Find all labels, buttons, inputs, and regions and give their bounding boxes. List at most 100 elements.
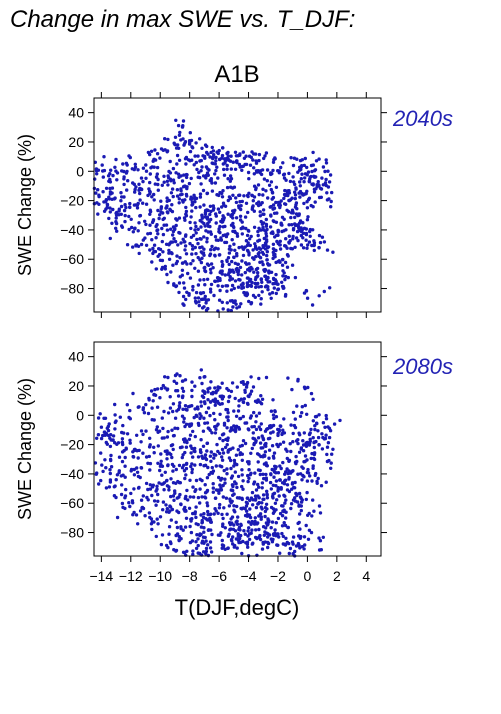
scatter-point bbox=[160, 416, 164, 420]
scatter-point bbox=[188, 433, 193, 437]
scatter-point bbox=[244, 293, 249, 298]
scatter-point bbox=[276, 471, 281, 475]
scatter-point bbox=[247, 532, 252, 536]
scatter-point bbox=[301, 246, 306, 250]
scatter-point bbox=[159, 542, 164, 547]
scatter-point bbox=[262, 533, 266, 537]
scatter-point bbox=[282, 493, 286, 497]
scatter-point bbox=[231, 221, 235, 226]
scatter-point bbox=[198, 462, 203, 467]
scatter-point bbox=[220, 264, 225, 268]
scatter-point bbox=[251, 498, 255, 502]
scatter-point bbox=[218, 276, 222, 281]
scatter-point bbox=[300, 164, 304, 168]
scatter-point bbox=[321, 165, 326, 169]
scatter-point bbox=[265, 227, 269, 232]
scatter-point bbox=[257, 152, 262, 157]
scatter-point bbox=[246, 473, 250, 478]
scatter-point bbox=[154, 534, 158, 539]
scatter-point bbox=[218, 436, 222, 441]
x-tick-label: −14 bbox=[89, 568, 113, 584]
scatter-point bbox=[122, 195, 126, 199]
scatter-point bbox=[290, 487, 294, 491]
scatter-point bbox=[262, 476, 266, 481]
scatter-point bbox=[254, 285, 258, 289]
scatter-point bbox=[225, 443, 229, 447]
scatter-point bbox=[152, 445, 156, 449]
scatter-point bbox=[225, 301, 229, 305]
scatter-point bbox=[322, 437, 327, 441]
scatter-point bbox=[225, 472, 229, 476]
scatter-point bbox=[200, 220, 204, 224]
scatter-point bbox=[153, 182, 157, 186]
scatter-point bbox=[209, 459, 213, 463]
scatter-point bbox=[191, 284, 195, 289]
scatter-point bbox=[284, 244, 288, 248]
scatter-point bbox=[150, 493, 154, 498]
scatter-point bbox=[338, 418, 342, 423]
scatter-point bbox=[233, 510, 237, 514]
scatter-point bbox=[195, 414, 199, 418]
scatter-point bbox=[196, 154, 200, 158]
scatter-point bbox=[223, 240, 227, 245]
scatter-point bbox=[176, 172, 181, 176]
scatter-point bbox=[264, 234, 269, 238]
scatter-point bbox=[143, 514, 147, 518]
scatter-point bbox=[226, 399, 231, 404]
scatter-point bbox=[201, 395, 206, 400]
scatter-point bbox=[161, 211, 165, 215]
scatter-point bbox=[305, 442, 309, 446]
scatter-point bbox=[280, 514, 285, 518]
scatter-point bbox=[200, 495, 204, 499]
scatter-point bbox=[281, 269, 285, 273]
scatter-point bbox=[269, 187, 273, 192]
scatter-point bbox=[317, 157, 321, 161]
scatter-point bbox=[109, 465, 114, 469]
scatter-point bbox=[230, 499, 234, 503]
scatter-point bbox=[172, 237, 176, 241]
scatter-point bbox=[267, 183, 272, 187]
scatter-point bbox=[247, 468, 251, 472]
scatter-point bbox=[293, 222, 297, 226]
scatter-point bbox=[299, 508, 303, 513]
x-ticks-top bbox=[100, 92, 367, 318]
scatter-point bbox=[252, 480, 257, 484]
scatter-point bbox=[274, 415, 279, 419]
scatter-point bbox=[235, 306, 239, 310]
scatter-point bbox=[285, 208, 289, 212]
scatter-point bbox=[223, 445, 228, 450]
scatter-point bbox=[292, 423, 297, 428]
scatter-point bbox=[204, 301, 208, 305]
scatter-point bbox=[236, 270, 240, 274]
scatter-point bbox=[120, 437, 125, 441]
scatter-point bbox=[222, 173, 227, 177]
scatter-point bbox=[205, 501, 209, 505]
scatter-point bbox=[289, 215, 293, 220]
scatter-point bbox=[200, 478, 204, 483]
scatter-point bbox=[277, 494, 281, 498]
scatter-point bbox=[287, 234, 291, 238]
y-tick-label: −60 bbox=[60, 495, 84, 511]
scatter-point bbox=[170, 507, 175, 512]
scatter-point bbox=[193, 407, 197, 411]
scatter-point bbox=[108, 180, 113, 184]
scatter-point bbox=[302, 163, 306, 168]
scatter-point bbox=[290, 208, 295, 212]
scatter-point bbox=[313, 427, 317, 432]
scatter-point bbox=[251, 541, 255, 545]
scatter-point bbox=[176, 243, 180, 247]
scatter-point bbox=[128, 441, 132, 445]
scatter-point bbox=[257, 425, 261, 429]
scatter-point bbox=[210, 431, 214, 435]
scatter-point bbox=[256, 271, 260, 275]
scatter-point bbox=[229, 538, 234, 542]
scatter-point bbox=[183, 248, 187, 252]
scatter-point bbox=[105, 442, 110, 446]
scatter-point bbox=[235, 485, 239, 490]
scatter-point bbox=[234, 453, 239, 457]
scatter-point bbox=[184, 462, 189, 466]
x-tick-label: −2 bbox=[270, 568, 286, 584]
scatter-point bbox=[203, 401, 207, 406]
scatter-point bbox=[231, 542, 235, 546]
scatter-point bbox=[225, 163, 229, 168]
